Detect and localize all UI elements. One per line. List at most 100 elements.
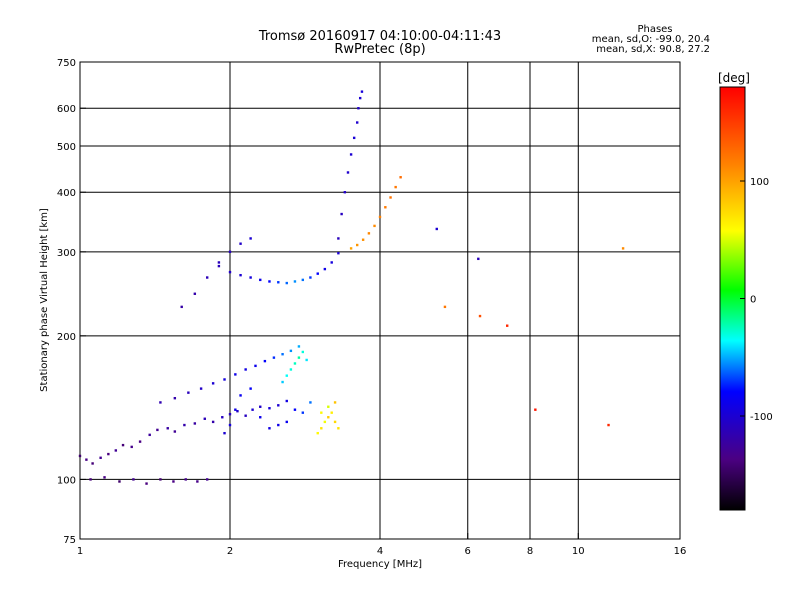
- x-tick-label: 8: [527, 546, 533, 557]
- data-point: [148, 433, 151, 437]
- data-point: [130, 445, 133, 449]
- data-point: [166, 427, 169, 430]
- x-tick-label: 1: [77, 546, 83, 557]
- chart-title: Tromsø 20160917 04:10:00-04:11:43: [258, 29, 501, 44]
- data-point: [239, 242, 242, 245]
- data-point: [309, 276, 312, 279]
- y-tick-label: 400: [57, 188, 76, 199]
- data-point: [180, 305, 183, 309]
- phase-info-line-o: mean, sd,O: -99.0, 20.4: [592, 34, 710, 45]
- data-point: [277, 423, 280, 427]
- data-point: [156, 428, 159, 432]
- data-point: [172, 480, 175, 483]
- y-tick-label: 600: [57, 104, 76, 115]
- data-point: [85, 458, 88, 461]
- data-point: [89, 478, 92, 481]
- data-point: [244, 368, 247, 371]
- data-point: [316, 272, 319, 275]
- data-point: [239, 273, 242, 277]
- data-point: [293, 280, 297, 283]
- data-point: [373, 224, 376, 228]
- data-point: [360, 90, 364, 93]
- data-point: [236, 409, 239, 413]
- data-point: [289, 349, 293, 353]
- data-point: [249, 276, 252, 279]
- grid-layer: [80, 62, 680, 539]
- data-point: [357, 107, 360, 110]
- data-point: [367, 232, 371, 235]
- x-tick-label: 10: [572, 546, 585, 557]
- data-point: [330, 261, 333, 264]
- data-point: [399, 176, 402, 179]
- data-point: [297, 345, 301, 348]
- data-point: [621, 247, 625, 250]
- data-point: [343, 191, 347, 194]
- x-tick-label: 16: [674, 546, 687, 557]
- data-point: [285, 374, 288, 377]
- data-point: [205, 478, 209, 481]
- phase-info-line-x: mean, sd,X: 90.8, 27.2: [596, 44, 710, 55]
- data-point: [378, 215, 382, 219]
- data-point: [323, 420, 327, 424]
- data-point: [301, 278, 305, 282]
- data-point: [389, 196, 392, 199]
- x-tick-label: 2: [227, 546, 233, 557]
- phase-info-heading: Phases: [637, 24, 672, 35]
- data-point: [277, 281, 280, 284]
- data-point: [159, 478, 162, 481]
- data-point: [114, 449, 118, 452]
- ticks-layer: 1 2 4 6 8 10 16 75 100 200 300 400 500 600 750: [57, 58, 686, 557]
- data-point: [78, 454, 82, 458]
- data-point: [259, 278, 262, 282]
- data-point: [145, 482, 148, 485]
- data-point: [337, 427, 340, 430]
- data-point: [435, 227, 438, 231]
- data-point: [320, 411, 323, 414]
- data-point: [355, 243, 359, 247]
- data-point: [121, 443, 125, 447]
- data-point: [355, 121, 359, 124]
- data-point: [281, 380, 284, 384]
- data-point: [91, 462, 94, 465]
- data-point: [199, 387, 203, 390]
- x-axis-label: Frequency [MHz]: [338, 559, 422, 570]
- data-point: [132, 478, 135, 481]
- data-point: [333, 401, 337, 404]
- colorbar-tick-label: -100: [750, 412, 773, 423]
- data-point: [173, 430, 177, 433]
- data-point: [223, 431, 226, 435]
- data-point: [99, 456, 102, 459]
- data-point: [309, 401, 312, 404]
- data-point: [478, 314, 482, 318]
- data-point: [228, 250, 232, 254]
- data-point: [196, 480, 199, 483]
- data-point: [118, 480, 121, 483]
- data-point: [234, 408, 237, 411]
- data-point: [193, 422, 197, 425]
- data-point: [340, 212, 343, 216]
- data-point: [301, 350, 305, 354]
- colorbar-tick-label: 0: [750, 295, 756, 306]
- data-point: [259, 405, 262, 408]
- data-point: [228, 412, 232, 416]
- data-point: [337, 252, 340, 255]
- data-point: [301, 411, 305, 414]
- data-point: [221, 416, 224, 419]
- data-point: [223, 378, 226, 381]
- data-point: [323, 267, 327, 271]
- data-point: [103, 476, 106, 479]
- data-point: [361, 238, 365, 241]
- data-point: [249, 237, 252, 240]
- data-point: [305, 358, 308, 362]
- data-point: [234, 373, 237, 376]
- y-axis-label: Stationary phase Virtual Height [km]: [39, 208, 50, 392]
- data-point: [268, 427, 271, 430]
- data-point: [184, 478, 187, 481]
- data-point: [346, 171, 350, 174]
- data-point: [107, 452, 110, 456]
- data-point: [173, 396, 177, 400]
- data-point: [249, 387, 252, 390]
- data-point: [505, 324, 509, 327]
- y-tick-label: 500: [57, 142, 76, 153]
- data-point: [316, 431, 319, 435]
